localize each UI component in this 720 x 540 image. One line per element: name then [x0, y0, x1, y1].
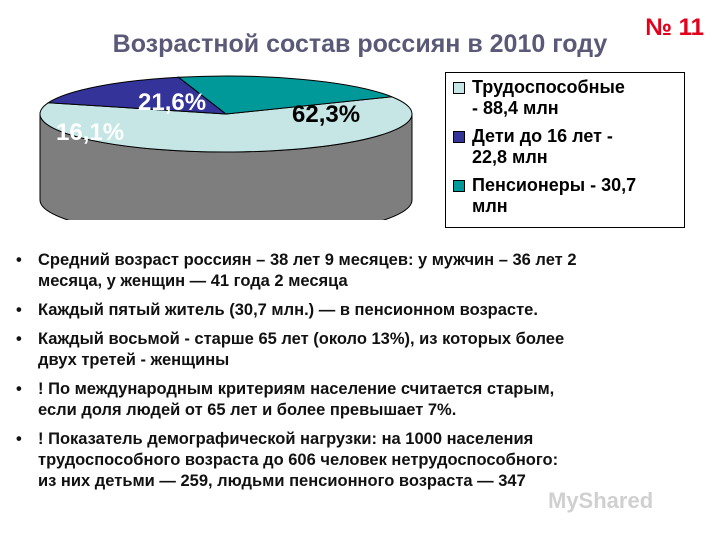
bullet-5-line-3: из них детьми — 259, людьми пенсионного … — [38, 472, 526, 490]
slide-number: № 11 — [645, 14, 704, 41]
bullet-5-line-2: трудоспособного возраста до 606 человек … — [38, 451, 559, 469]
pie-slice-1 — [46, 76, 228, 115]
legend-label-children-line-1: Дети до 16 лет - — [472, 126, 613, 146]
bullet-1-line-2: месяца, у женщин — 41 года 2 месяца — [38, 272, 348, 290]
pie-slice-0 — [39, 96, 413, 153]
legend-label-workers-line-1: Трудоспособные — [472, 77, 625, 97]
page-title: Возрастной состав россиян в 2010 году — [112, 30, 608, 58]
pie-label-1: 16,1% — [56, 119, 124, 146]
legend-swatch-children — [453, 131, 465, 143]
list-item: Каждый пятый житель (30,7 млн.) — в пенс… — [14, 300, 704, 321]
list-item: ! Показатель демографической нагрузки: н… — [14, 429, 704, 492]
legend-label-pensioners-line-1: Пенсионеры - 30,7 — [472, 175, 637, 195]
legend-swatch-workers — [453, 82, 465, 94]
legend-swatch-pensioners — [453, 180, 465, 192]
legend-label-pensioners-line-2: млн — [472, 196, 508, 216]
legend-label-workers-line-2: - 88,4 млн — [472, 98, 559, 118]
chart-legend: Трудоспособные - 88,4 млн Дети до 16 лет… — [445, 72, 685, 228]
pie-chart: 62,3% 16,1% 21,6% — [34, 70, 424, 220]
pie-slice-2 — [177, 75, 392, 115]
facts-list: Средний возраст россиян – 38 лет 9 месяц… — [14, 250, 704, 500]
bullet-5-line-1: ! Показатель демографической нагрузки: н… — [38, 430, 534, 448]
bullet-2-line-1: Каждый пятый житель (30,7 млн.) — в пенс… — [38, 301, 538, 319]
bullet-3-line-1: Каждый восьмой - старше 65 лет (около 13… — [38, 330, 565, 348]
bullet-3-line-2: двух третей - женщины — [38, 351, 230, 369]
legend-label-children-line-2: 22,8 млн — [472, 147, 548, 167]
legend-item-children: Дети до 16 лет - 22,8 млн — [452, 126, 678, 168]
list-item: Каждый восьмой - старше 65 лет (около 13… — [14, 329, 704, 371]
pie-label-0: 62,3% — [292, 101, 360, 128]
bullet-4-line-1: ! По международным критериям население с… — [38, 380, 555, 398]
bullet-4-line-2: если доля людей от 65 лет и более превыш… — [38, 401, 457, 419]
pie-label-2: 21,6% — [138, 89, 206, 116]
pie-chart-svg: 62,3% 16,1% 21,6% — [39, 75, 413, 220]
list-item: ! По международным критериям население с… — [14, 379, 704, 421]
legend-item-pensioners: Пенсионеры - 30,7 млн — [452, 175, 678, 217]
bullet-1-line-1: Средний возраст россиян – 38 лет 9 месяц… — [38, 251, 577, 269]
list-item: Средний возраст россиян – 38 лет 9 месяц… — [14, 250, 704, 292]
legend-item-workers: Трудоспособные - 88,4 млн — [452, 77, 678, 119]
